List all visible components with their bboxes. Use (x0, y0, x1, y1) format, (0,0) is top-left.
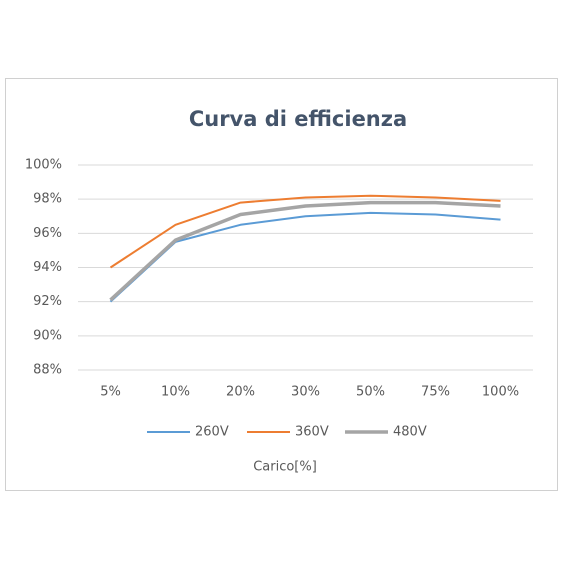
y-tick-label: 92% (33, 294, 62, 309)
x-axis-label: Carico[%] (253, 460, 317, 475)
y-tick-label: 96% (33, 226, 62, 241)
y-tick-label: 90% (33, 328, 62, 343)
x-tick-label: 50% (356, 385, 385, 400)
x-tick-label: 75% (421, 385, 450, 400)
series-line (109, 200, 501, 302)
x-tick-label: 10% (161, 385, 190, 400)
series-line (109, 194, 501, 269)
y-tick-label: 98% (33, 192, 62, 207)
y-tick-label: 100% (25, 158, 62, 173)
legend-label: 260V (195, 425, 229, 440)
chart-title: Curva di efficienza (189, 107, 407, 131)
chart-frame (5, 78, 558, 491)
x-tick-label: 100% (482, 385, 519, 400)
y-tick-label: 94% (33, 260, 62, 275)
x-tick-label: 30% (291, 385, 320, 400)
x-tick-label: 5% (100, 385, 121, 400)
y-tick-label: 88% (33, 363, 62, 378)
x-tick-label: 20% (226, 385, 255, 400)
legend-label: 360V (295, 425, 329, 440)
legend-label: 480V (393, 425, 427, 440)
